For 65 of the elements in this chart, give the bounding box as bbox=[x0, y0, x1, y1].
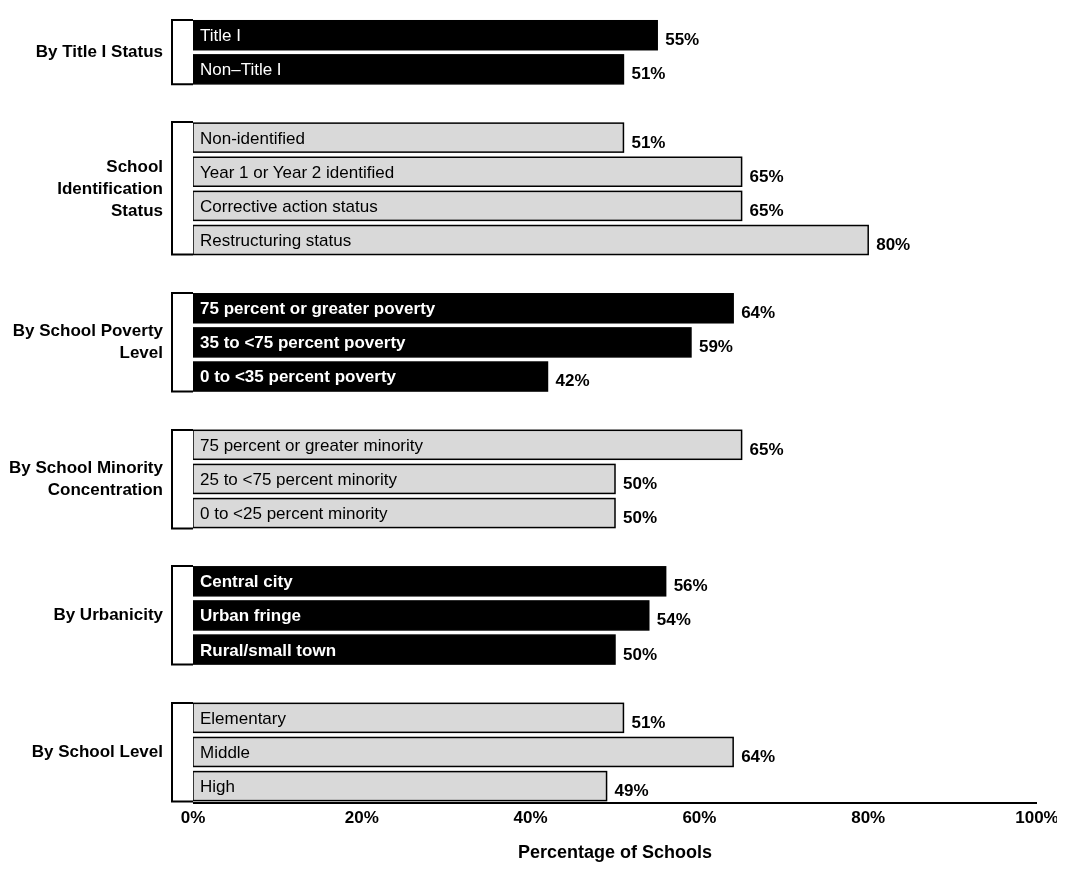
y-tick-label: Central city bbox=[200, 572, 294, 592]
x-axis-title: Percentage of Schools bbox=[517, 842, 713, 862]
y-tick-label: 0 to <35 percent poverty bbox=[200, 367, 397, 387]
bar bbox=[193, 429, 743, 461]
data-label: 65% bbox=[749, 200, 784, 220]
data-label: 51% bbox=[631, 64, 666, 84]
bar bbox=[193, 224, 869, 256]
text: By School Level bbox=[30, 740, 163, 763]
x-tick-label: 0% bbox=[180, 808, 206, 828]
y-tick-label: High bbox=[200, 777, 235, 797]
y-tick-label: Rural/small town bbox=[200, 640, 337, 660]
data-label: 51% bbox=[631, 132, 666, 152]
data-label: 54% bbox=[656, 610, 691, 630]
data-label: 50% bbox=[623, 644, 658, 664]
y-tick-label: 75 percent or greater poverty bbox=[200, 299, 436, 319]
bar bbox=[193, 497, 616, 529]
bar bbox=[193, 19, 658, 51]
bar bbox=[193, 566, 667, 597]
y-tick-label: Non–Title I bbox=[200, 60, 282, 80]
y-tick-label: Non-identified bbox=[200, 128, 305, 148]
x-tick-label: 20% bbox=[344, 808, 379, 828]
data-label: 64% bbox=[741, 746, 776, 766]
text: School Identification Status bbox=[56, 155, 163, 222]
y-tick-label: Corrective action status bbox=[200, 196, 378, 216]
y-tick-label: Middle bbox=[200, 742, 251, 762]
y-tick-label: Year 1 or Year 2 identified bbox=[200, 162, 395, 182]
y-tick-label: 35 to <75 percent poverty bbox=[200, 333, 407, 353]
bar bbox=[193, 327, 692, 358]
x-tick-label: 40% bbox=[513, 808, 548, 828]
text: By School Minority Concentration bbox=[8, 456, 163, 501]
x-tick-label: 60% bbox=[682, 808, 717, 828]
text: By Urbanicity bbox=[52, 604, 163, 627]
y-tick-label: 25 to <75 percent minority bbox=[200, 469, 398, 489]
y-tick-label: 0 to <25 percent minority bbox=[200, 504, 389, 524]
bar bbox=[193, 702, 625, 734]
bar bbox=[193, 361, 549, 392]
y-tick-label: Elementary bbox=[200, 708, 287, 728]
bar bbox=[193, 190, 743, 222]
bar bbox=[193, 463, 616, 495]
data-label: 49% bbox=[614, 781, 649, 801]
data-label: 65% bbox=[749, 166, 784, 186]
data-label: 51% bbox=[631, 712, 666, 732]
y-tick-label: Restructuring status bbox=[200, 230, 352, 250]
y-tick-label: Urban fringe bbox=[200, 606, 302, 626]
bar bbox=[193, 736, 734, 768]
data-label: 80% bbox=[876, 234, 911, 254]
data-label: 56% bbox=[673, 576, 708, 596]
data-label: 50% bbox=[623, 473, 658, 493]
text: By Title I Status bbox=[34, 41, 163, 64]
bar bbox=[193, 293, 734, 324]
y-tick-label: 75 percent or greater minority bbox=[200, 435, 424, 455]
bar bbox=[193, 122, 625, 153]
bar bbox=[193, 156, 743, 187]
y-tick-label: Title I bbox=[200, 26, 241, 46]
data-label: 65% bbox=[749, 439, 784, 459]
bar bbox=[193, 54, 625, 85]
data-label: 42% bbox=[555, 371, 590, 391]
data-label: 55% bbox=[665, 30, 700, 50]
bar bbox=[193, 600, 650, 631]
text: By School Poverty Level bbox=[11, 320, 163, 365]
x-tick-label: 80% bbox=[851, 808, 886, 828]
data-label: 50% bbox=[623, 508, 658, 528]
data-label: 59% bbox=[698, 337, 733, 357]
data-label: 64% bbox=[741, 303, 776, 323]
bar bbox=[193, 634, 616, 665]
